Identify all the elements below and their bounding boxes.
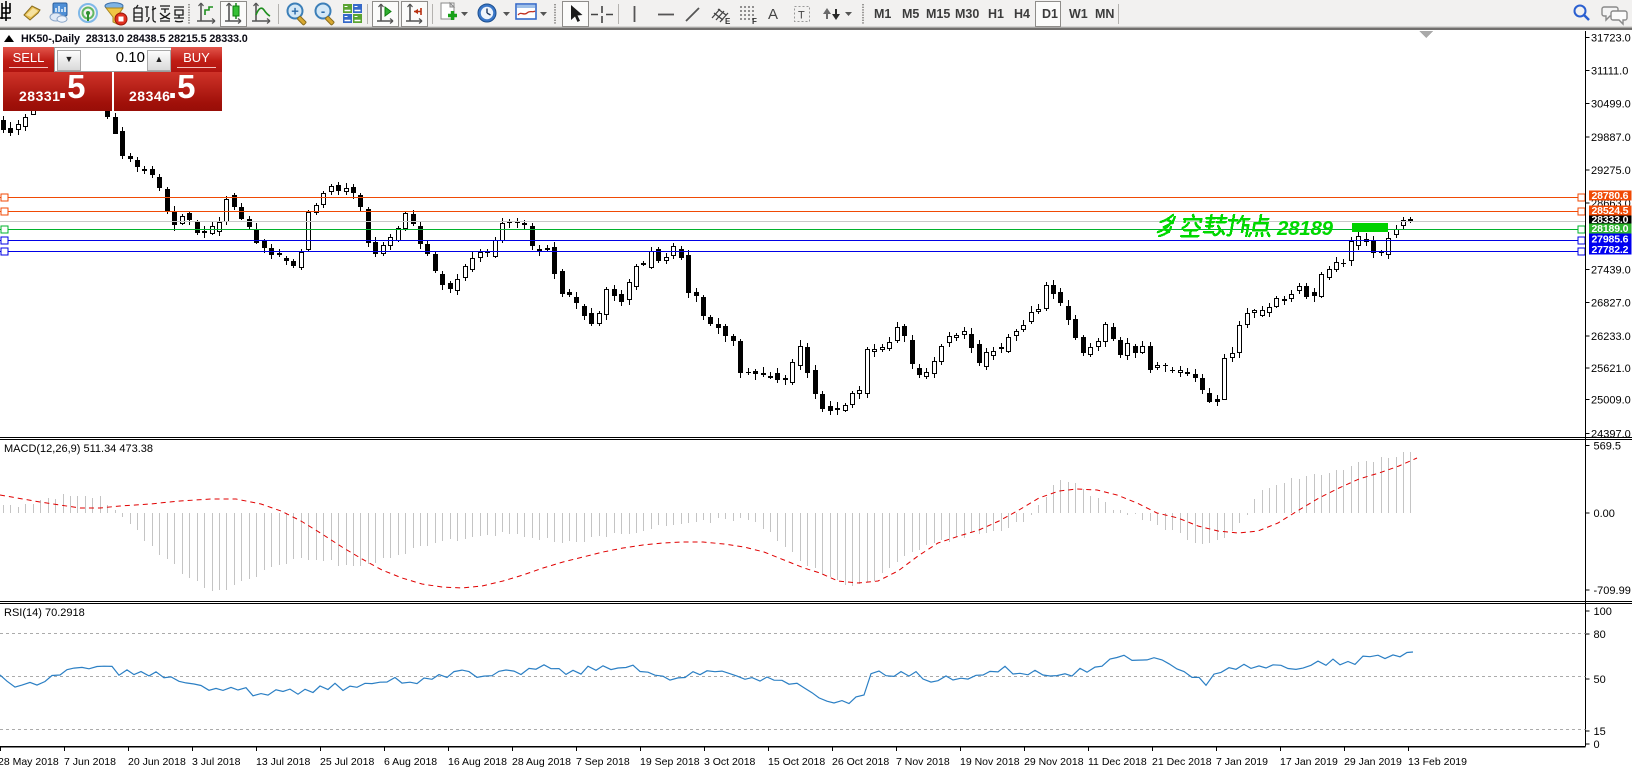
svg-text:3 Oct 2018: 3 Oct 2018 bbox=[704, 756, 756, 768]
svg-text:27985.6: 27985.6 bbox=[1592, 233, 1629, 245]
svg-text:0.00: 0.00 bbox=[1594, 508, 1615, 520]
svg-text:M15: M15 bbox=[926, 7, 950, 21]
svg-text:16 Aug 2018: 16 Aug 2018 bbox=[448, 756, 507, 768]
svg-text:T: T bbox=[798, 10, 805, 22]
svg-text:A: A bbox=[768, 6, 778, 23]
svg-text:-: - bbox=[321, 4, 325, 19]
svg-text:29 Jan 2019: 29 Jan 2019 bbox=[1344, 756, 1402, 768]
svg-text:+: + bbox=[291, 4, 299, 19]
svg-text:28333.0: 28333.0 bbox=[1592, 214, 1629, 226]
svg-text:24397.0: 24397.0 bbox=[1591, 429, 1631, 441]
svg-text:7 Jan 2019: 7 Jan 2019 bbox=[1216, 756, 1268, 768]
svg-text:11 Dec 2018: 11 Dec 2018 bbox=[1088, 756, 1147, 768]
svg-text:MACD(12,26,9) 511.34 473.38: MACD(12,26,9) 511.34 473.38 bbox=[4, 443, 153, 455]
svg-text:E: E bbox=[725, 17, 731, 26]
svg-text:H4: H4 bbox=[1014, 7, 1030, 21]
svg-text:3 Jul 2018: 3 Jul 2018 bbox=[192, 756, 241, 768]
svg-text:0: 0 bbox=[1594, 739, 1600, 751]
svg-text:F: F bbox=[752, 17, 757, 26]
svg-text:13 Jul 2018: 13 Jul 2018 bbox=[256, 756, 310, 768]
svg-text:17 Jan 2019: 17 Jan 2019 bbox=[1280, 756, 1338, 768]
svg-text:28524.5: 28524.5 bbox=[1592, 205, 1629, 217]
svg-text:7 Sep 2018: 7 Sep 2018 bbox=[576, 756, 630, 768]
svg-text:RSI(14) 70.2918: RSI(14) 70.2918 bbox=[4, 607, 85, 619]
svg-text:20 Jun 2018: 20 Jun 2018 bbox=[128, 756, 186, 768]
svg-text:26233.0: 26233.0 bbox=[1591, 331, 1631, 343]
svg-text:15 Oct 2018: 15 Oct 2018 bbox=[768, 756, 825, 768]
svg-text:7 Nov 2018: 7 Nov 2018 bbox=[896, 756, 950, 768]
svg-text:27439.0: 27439.0 bbox=[1591, 264, 1631, 276]
svg-text:25009.0: 25009.0 bbox=[1591, 395, 1631, 407]
svg-text:50: 50 bbox=[1594, 674, 1606, 686]
svg-text:28189.0: 28189.0 bbox=[1592, 223, 1629, 235]
svg-text:M5: M5 bbox=[902, 7, 919, 21]
svg-text:28189: 28189 bbox=[1276, 217, 1334, 240]
svg-text:21 Dec 2018: 21 Dec 2018 bbox=[1152, 756, 1212, 768]
svg-text:28 Aug 2018: 28 Aug 2018 bbox=[512, 756, 571, 768]
svg-text:30499.0: 30499.0 bbox=[1591, 99, 1631, 111]
svg-text:6 Aug 2018: 6 Aug 2018 bbox=[384, 756, 437, 768]
svg-text:-709.99: -709.99 bbox=[1594, 585, 1631, 597]
svg-text:W1: W1 bbox=[1069, 7, 1088, 21]
svg-text:27782.2: 27782.2 bbox=[1592, 244, 1629, 256]
svg-text:28 May 2018: 28 May 2018 bbox=[0, 756, 59, 768]
svg-text:31111.0: 31111.0 bbox=[1591, 66, 1628, 78]
svg-text:13 Feb 2019: 13 Feb 2019 bbox=[1408, 756, 1467, 768]
svg-text:569.5: 569.5 bbox=[1594, 441, 1622, 453]
svg-text:15: 15 bbox=[1594, 726, 1606, 738]
svg-text:31723.0: 31723.0 bbox=[1591, 32, 1631, 44]
svg-text:7 Jun 2018: 7 Jun 2018 bbox=[64, 756, 116, 768]
svg-text:H1: H1 bbox=[988, 7, 1004, 21]
svg-text:19 Nov 2018: 19 Nov 2018 bbox=[960, 756, 1020, 768]
svg-text:D1: D1 bbox=[1042, 7, 1058, 21]
svg-text:MN: MN bbox=[1095, 7, 1114, 21]
svg-text:M30: M30 bbox=[955, 7, 979, 21]
svg-text:29275.0: 29275.0 bbox=[1591, 165, 1631, 177]
svg-text:M1: M1 bbox=[874, 7, 891, 21]
svg-text:19 Sep 2018: 19 Sep 2018 bbox=[640, 756, 700, 768]
svg-text:26 Oct 2018: 26 Oct 2018 bbox=[832, 756, 889, 768]
svg-text:100: 100 bbox=[1594, 606, 1612, 618]
svg-text:26827.0: 26827.0 bbox=[1591, 298, 1631, 310]
svg-text:25621.0: 25621.0 bbox=[1591, 363, 1631, 375]
svg-text:28780.6: 28780.6 bbox=[1592, 190, 1629, 202]
svg-text:25 Jul 2018: 25 Jul 2018 bbox=[320, 756, 374, 768]
svg-text:29 Nov 2018: 29 Nov 2018 bbox=[1024, 756, 1084, 768]
svg-text:29887.0: 29887.0 bbox=[1591, 132, 1631, 144]
svg-text:80: 80 bbox=[1594, 629, 1606, 641]
